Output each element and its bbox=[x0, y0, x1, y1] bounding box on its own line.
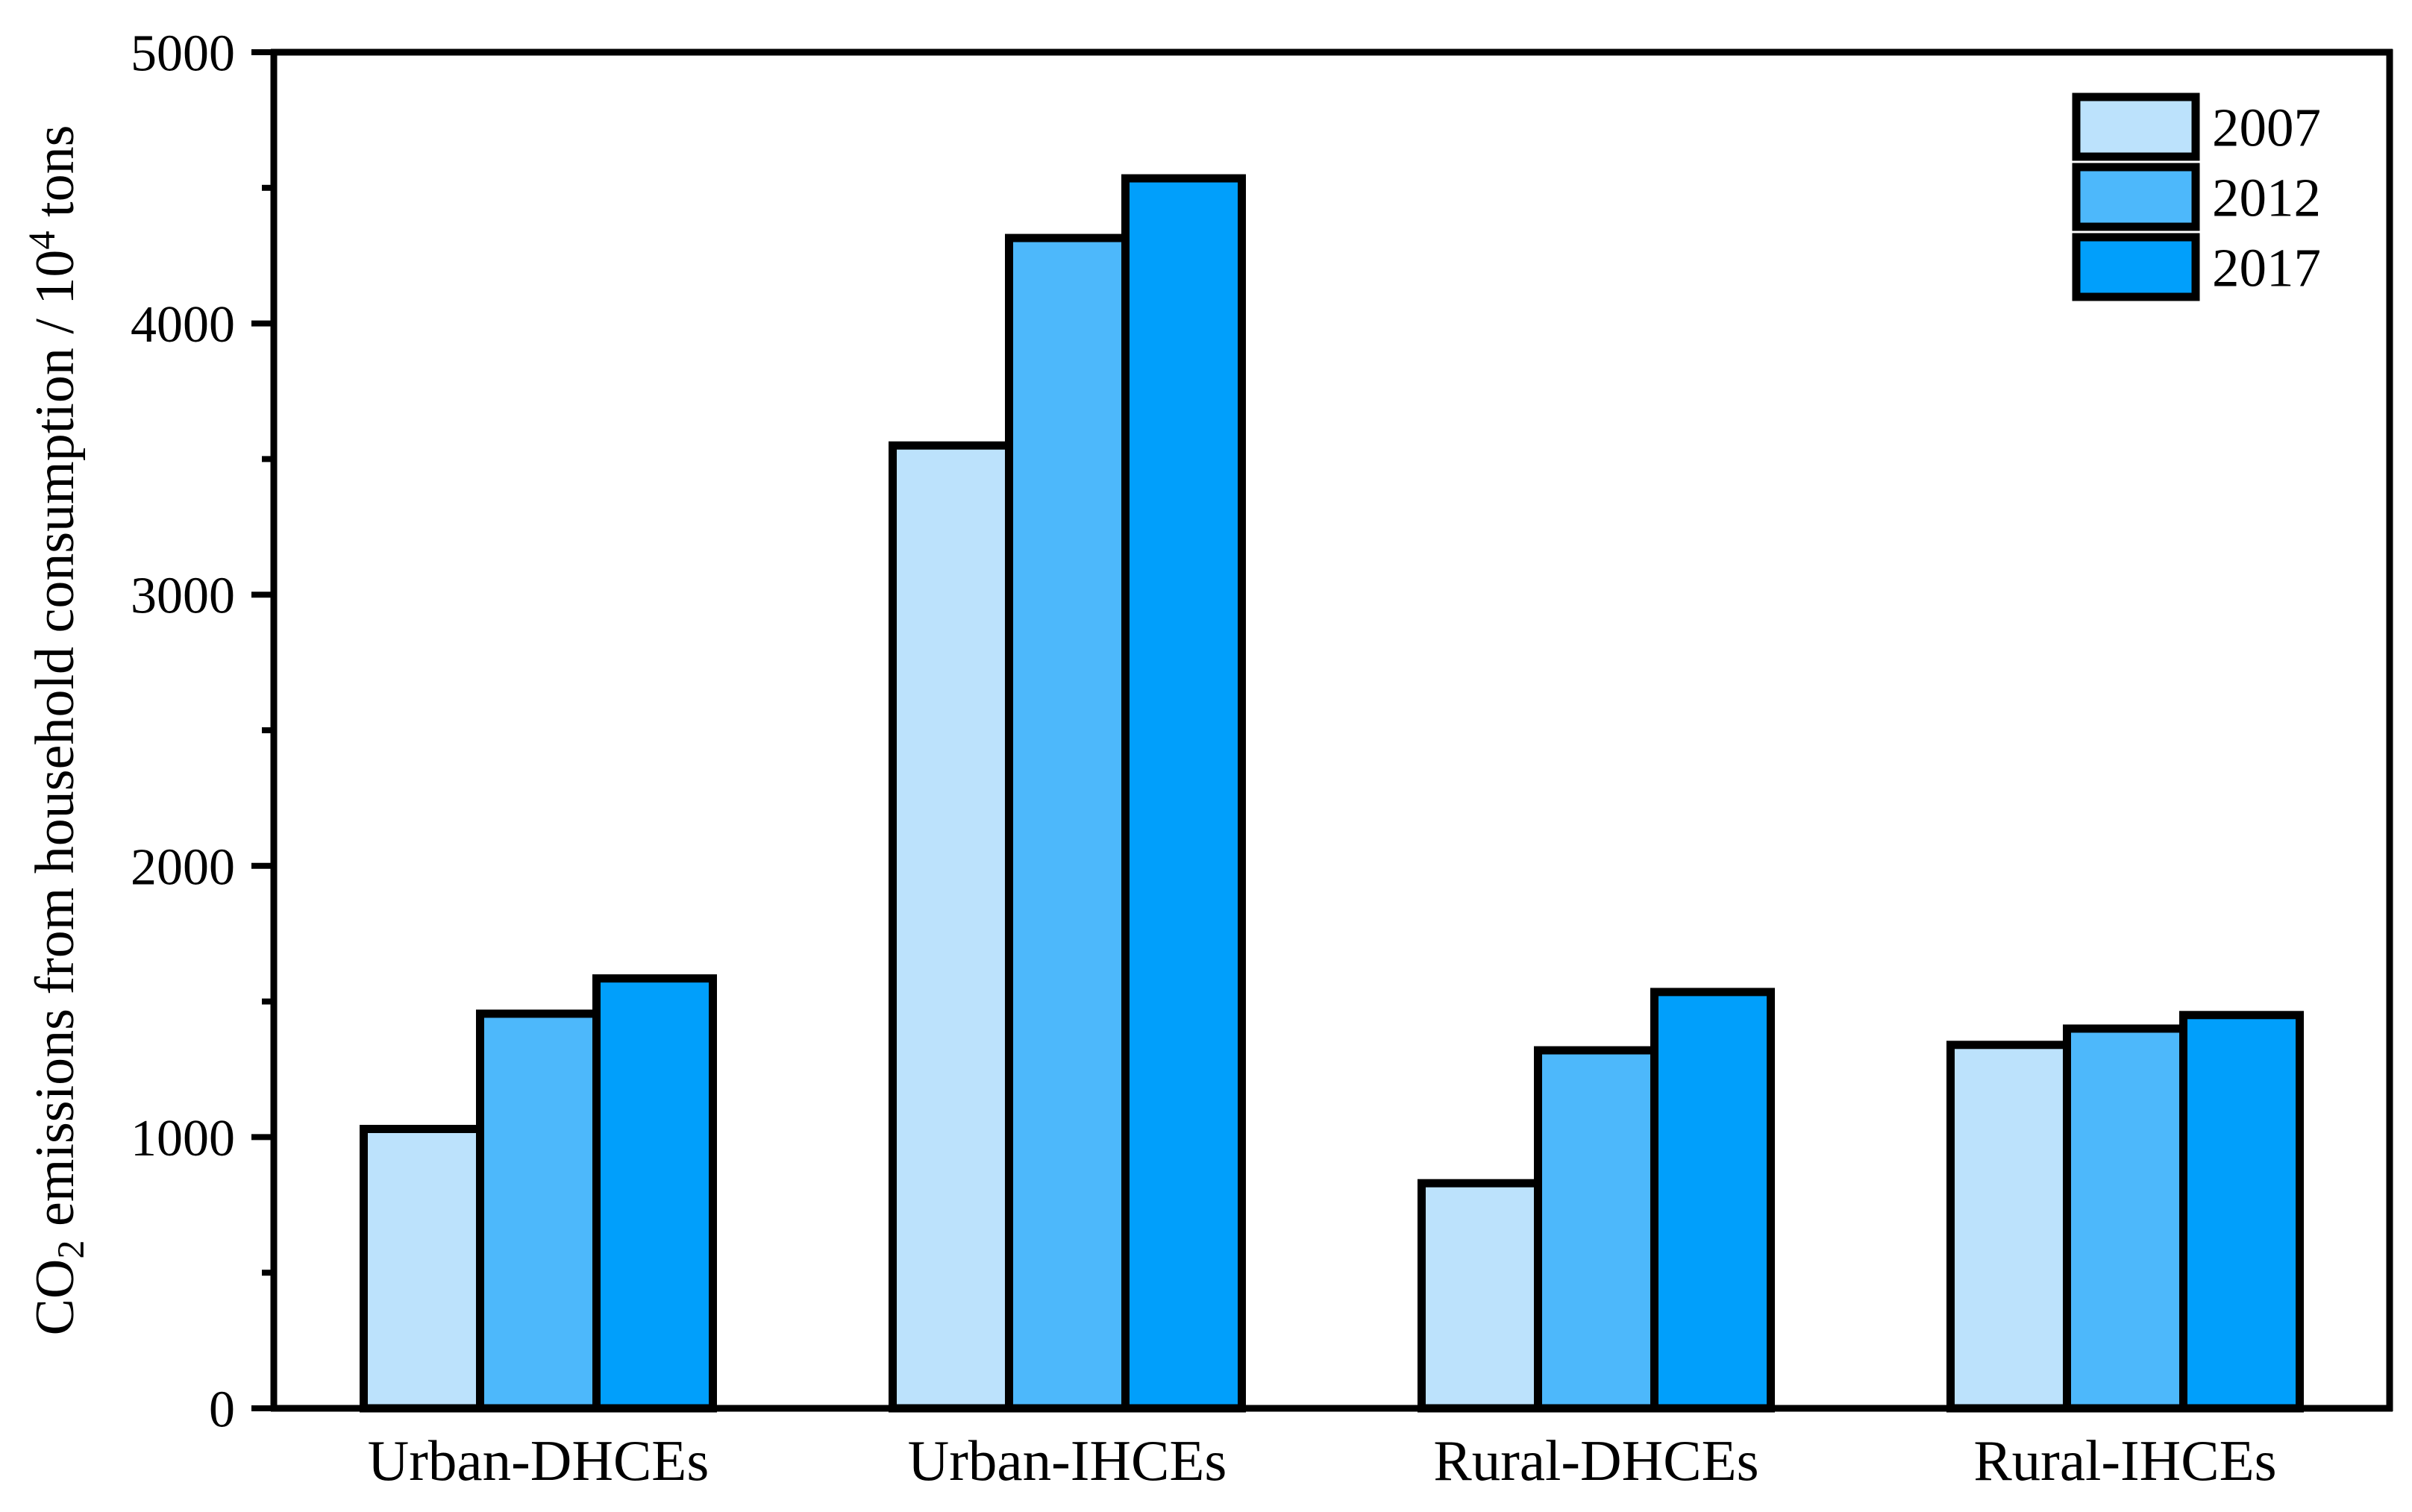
y-axis-title-subscript: 2 bbox=[50, 1240, 93, 1259]
y-axis-title-superscript: 4 bbox=[20, 230, 63, 250]
legend-swatch-2017 bbox=[2072, 233, 2200, 301]
bar-Urban-DHCEs-2007 bbox=[360, 1124, 484, 1413]
y-axis-title-text: emissions from household consumption / 1… bbox=[25, 249, 86, 1240]
y-axis-tick-label: 3000 bbox=[131, 568, 235, 625]
y-axis-tick-label: 5000 bbox=[131, 25, 235, 83]
y-axis-title-text: tons bbox=[25, 125, 86, 231]
x-axis-label: Rural-IHCEs bbox=[1973, 1428, 2276, 1493]
y-axis-tick-label: 2000 bbox=[131, 838, 235, 896]
x-axis-label: Rural-DHCEs bbox=[1433, 1428, 1758, 1493]
bar-Urban-IHCEs-2012 bbox=[1005, 233, 1130, 1413]
y-axis-title: CO2 emissions from household consumption… bbox=[10, 0, 100, 1476]
y-axis-tick-label: 4000 bbox=[131, 296, 235, 354]
y-axis-tick-label: 1000 bbox=[131, 1110, 235, 1167]
bar-Urban-IHCEs-2007 bbox=[889, 441, 1013, 1413]
bar-Rural-IHCEs-2017 bbox=[2179, 1011, 2304, 1413]
bar-Rural-DHCEs-2017 bbox=[1650, 988, 1775, 1413]
legend-swatch-2012 bbox=[2072, 163, 2200, 231]
y-axis-tick-label: 0 bbox=[209, 1381, 235, 1439]
legend-label: 2012 bbox=[2212, 168, 2321, 228]
y-axis-title-text: CO bbox=[25, 1258, 86, 1336]
bar-Urban-DHCEs-2012 bbox=[476, 1009, 601, 1413]
bar-Urban-IHCEs-2017 bbox=[1121, 174, 1246, 1413]
bar-Rural-IHCEs-2012 bbox=[2063, 1024, 2187, 1413]
bar-Rural-IHCEs-2007 bbox=[1946, 1041, 2071, 1413]
x-axis-label: Urban-IHCEs bbox=[908, 1428, 1227, 1493]
bar-Rural-DHCEs-2012 bbox=[1534, 1046, 1658, 1413]
legend-swatch-2007 bbox=[2072, 92, 2200, 161]
legend-label: 2017 bbox=[2212, 238, 2321, 298]
bar-Rural-DHCEs-2007 bbox=[1418, 1179, 1542, 1413]
x-axis-label: Urban-DHCEs bbox=[368, 1428, 709, 1493]
legend-label: 2007 bbox=[2212, 98, 2321, 158]
bar-Urban-DHCEs-2017 bbox=[592, 974, 717, 1413]
